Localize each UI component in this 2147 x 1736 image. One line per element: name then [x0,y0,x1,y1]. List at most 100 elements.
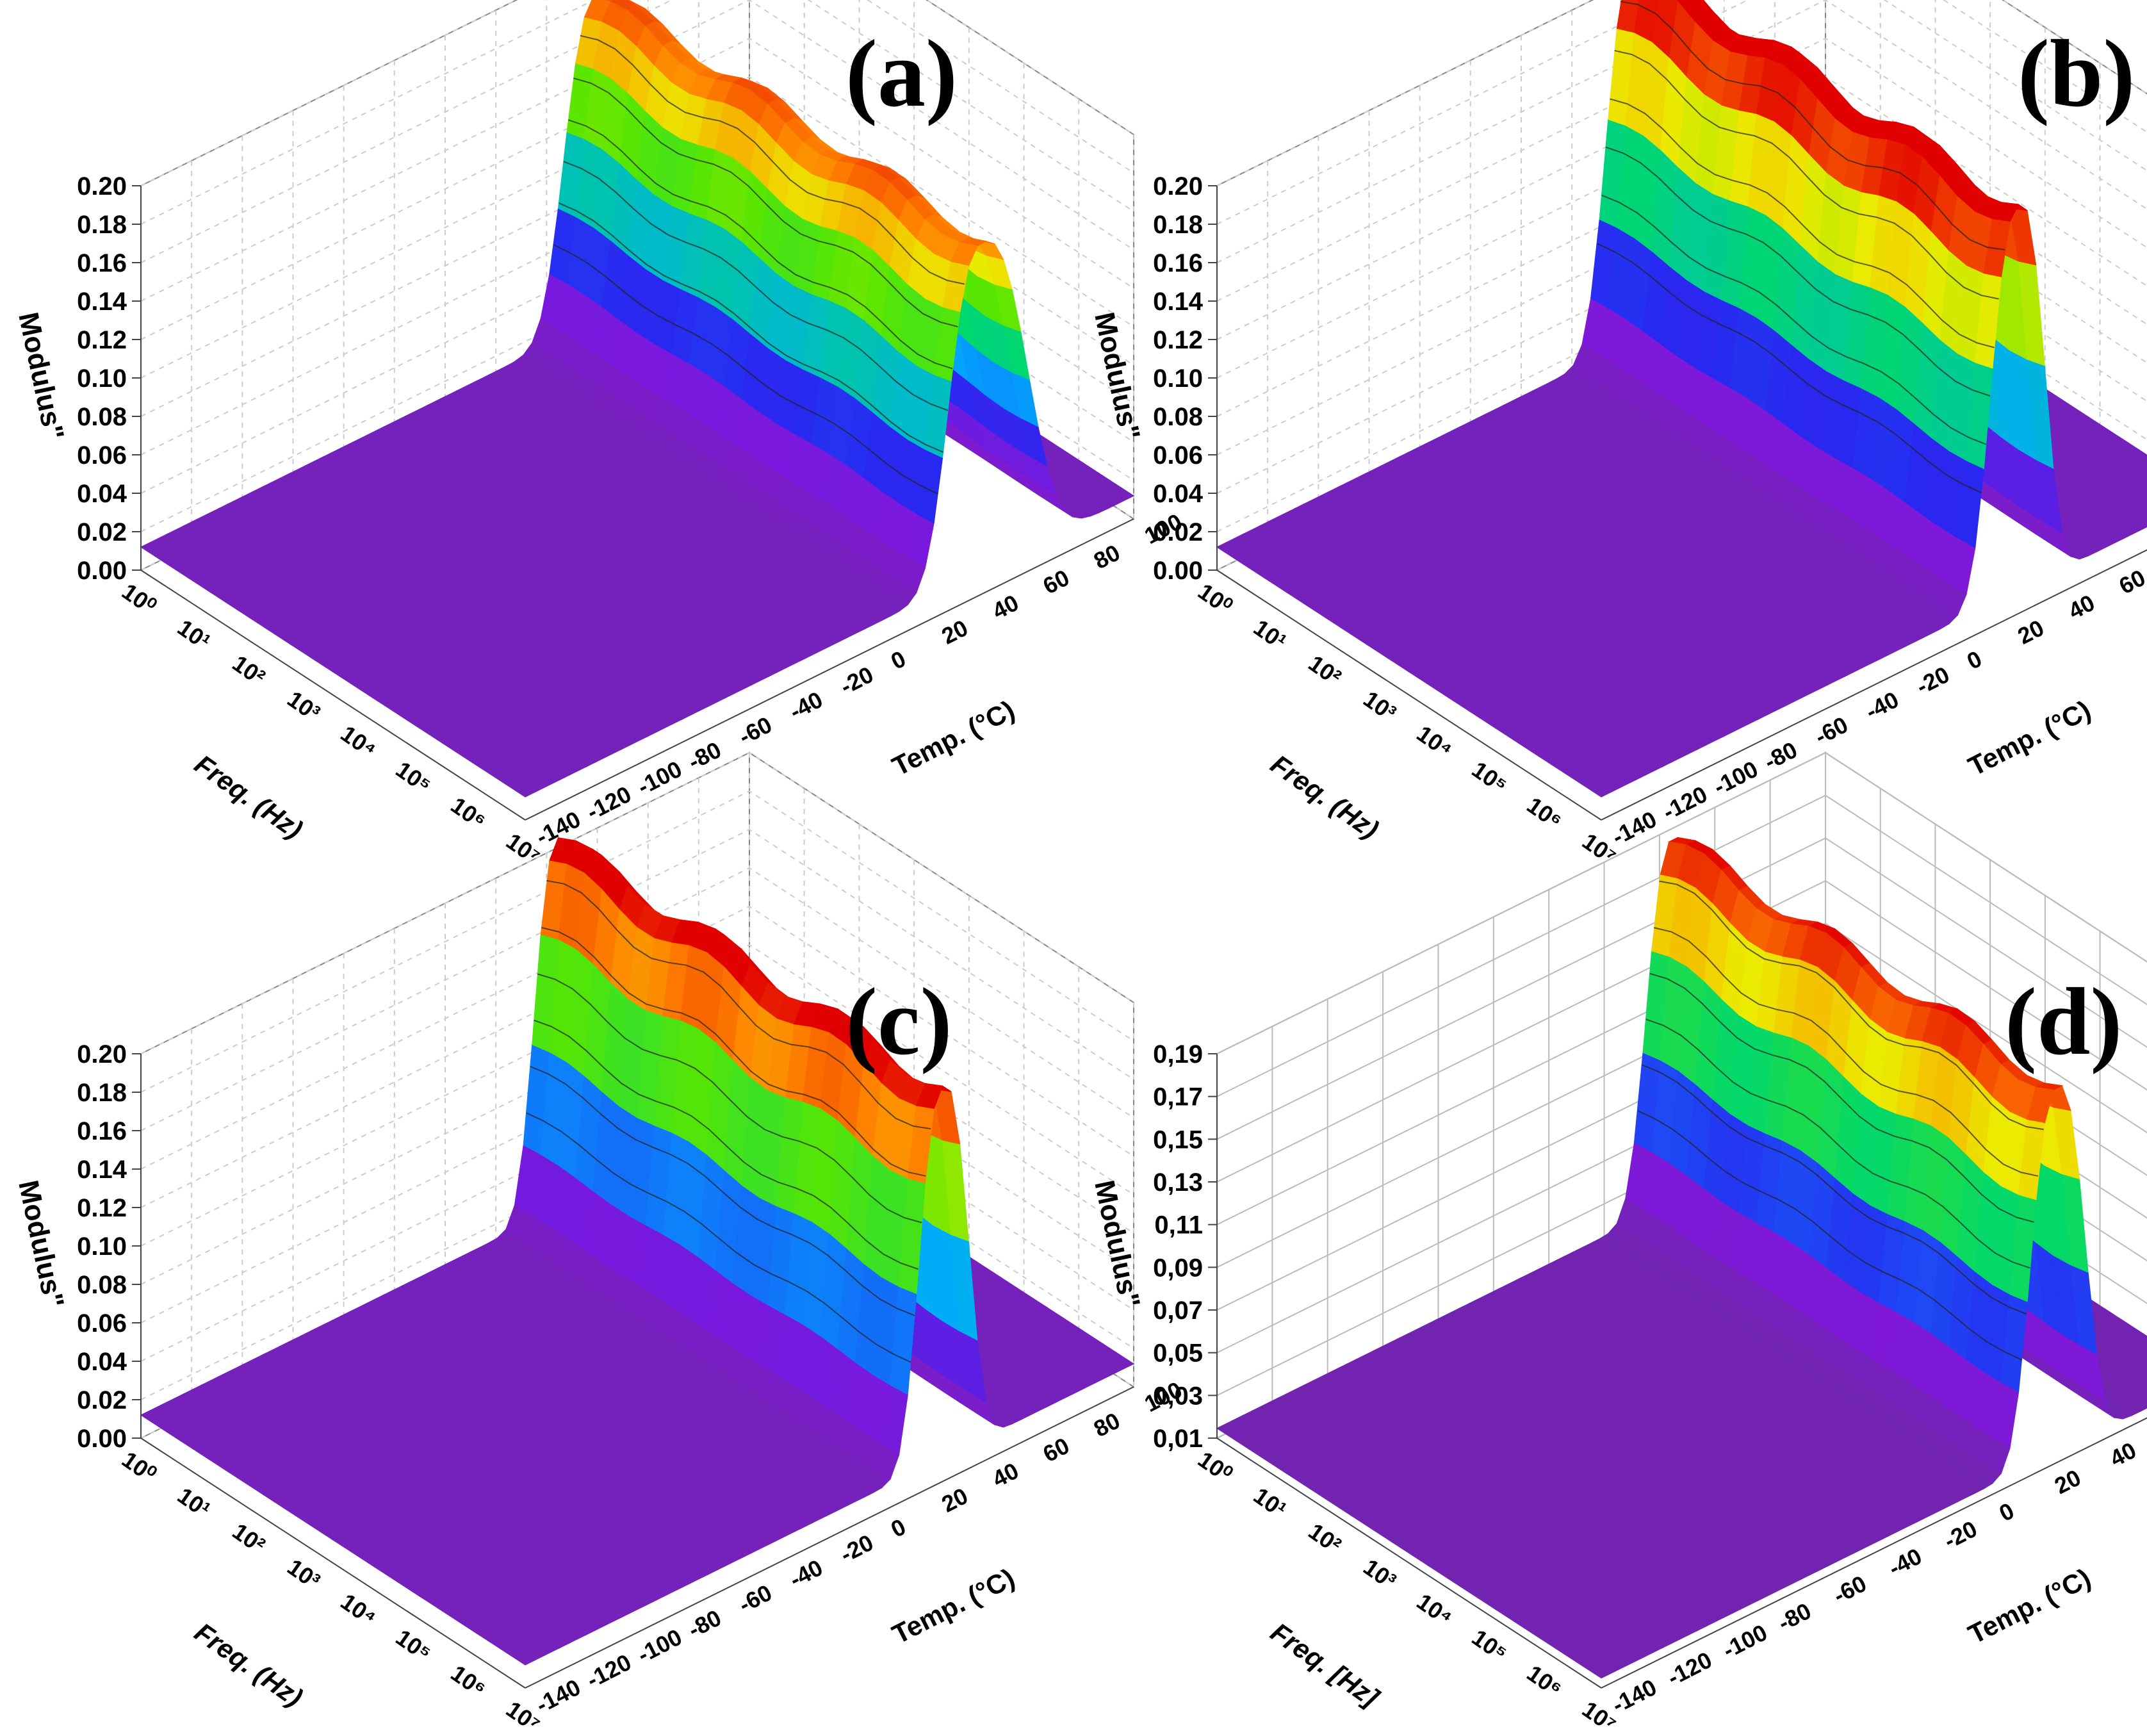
panel-1-y-tick-label: -40 [1861,686,1903,725]
panel-3-z-tick-label: 0,03 [1153,1382,1203,1410]
panel-0-y-tick-label: 60 [1039,564,1074,600]
panel-0-z-tick-label: 0.14 [77,288,127,316]
panel-3-z-tick-label: 0,05 [1153,1339,1203,1368]
panel-3-y-tick-label: -40 [1884,1543,1926,1581]
panel-0-z-axis-title: Modulus" [12,309,70,442]
panel-1-z-tick-label: 0.12 [1153,326,1203,354]
panel-3-x-tick-label: 10³ [1359,1553,1401,1594]
panel-0-z-tick-label: 0.18 [77,211,127,239]
panel-0-surface [140,0,1135,798]
panel-1-y-tick-label: 0 [1963,645,1986,675]
panel-1-z-tick-label: 0.18 [1153,211,1203,239]
panel-2-x-tick-label: 10¹ [173,1482,215,1523]
panel-0-y-tick-label: -60 [735,711,776,749]
panel-1-y-tick-label: 20 [2013,614,2048,650]
panel-0-x-tick-label: 10¹ [173,614,215,655]
panel-2-x-axis-title: Freq. (Hz) [190,1617,309,1713]
panel-2-y-tick-label: 20 [937,1482,972,1518]
panel-2-y-tick-label: -60 [735,1579,776,1617]
panel-3-z-tick-label: 0,01 [1153,1425,1203,1453]
panel-1-z-tick-label: 0.08 [1153,403,1203,431]
panel-2-z-tick-label: 0.18 [77,1079,127,1107]
panel-1-y-axis-title: Temp. (°C) [1963,694,2095,782]
panel-2-z-tick-label: 0.14 [77,1156,127,1184]
panel-3-y-tick-label: -60 [1829,1570,1870,1609]
panel-0-x-tick-label: 10⁴ [336,720,382,763]
panel-3-surface-plot: 0,01 0,03 0,05 0,07 0,09 0,11 0,13 0,15 0,17 0,19… [1088,751,2147,1736]
panel-2-z-tick-label: 0.06 [77,1309,127,1338]
panel-3-y-axis-title: Temp. (°C) [1963,1562,2095,1650]
panel-3-z-tick-label: 0,15 [1153,1126,1203,1154]
panel-2-z-axis-title: Modulus" [12,1177,70,1310]
panel-0-x-axis-title: Freq. (Hz) [190,749,309,845]
panel-2-z-tick-label: 0.12 [77,1194,127,1222]
panel-1-y-tick-label: -20 [1912,661,1954,700]
panel-2-z-tick-label: 0.04 [77,1348,127,1376]
panel-0-z-tick-label: 0.20 [77,172,127,201]
panel-3-z-tick-label: 0,09 [1153,1254,1203,1282]
panel-0-y-tick-label: -40 [785,686,827,725]
panel-3-z-axis-title: Modulus" [1088,1177,1146,1310]
panel-2-y-tick-label: 0 [886,1513,910,1543]
panel-3-y-tick-label: -80 [1774,1598,1815,1636]
panel-1-z-tick-label: 0.16 [1153,249,1203,277]
panel-2-surface [140,837,1135,1666]
panel-1-x-tick-label: 10³ [1359,685,1401,726]
panel-0-y-tick-label: 0 [886,645,910,675]
panel-1-surface-plot: 0.00 0.02 0.04 0.06 0.08 0.10 0.12 0.14 0.16 0.18… [1088,0,2147,869]
panel-2-x-tick-label: 10² [228,1518,270,1558]
panel-1-z-axis-title: Modulus" [1088,309,1146,442]
panel-2-x-tick-label: 10⁶ [446,1660,491,1702]
panel-1-z-tick-label: 0.04 [1153,480,1204,508]
panel-1-x-tick-label: 10¹ [1249,614,1291,655]
panel-3-contours [1637,880,2044,1361]
panel-3-x-axis-title: Freq. [Hz] [1266,1617,1385,1714]
panel-2-y-tick-label: -40 [785,1554,827,1593]
panel-3-y-tick-label: 40 [2105,1437,2140,1472]
panel-2-contours [526,880,931,1363]
panel-1-z-tick-label: 0.06 [1153,441,1203,470]
panel-3-x-tick-label: 10⁴ [1412,1588,1458,1631]
panel-0-z-tick-label: 0.16 [77,249,127,277]
panel-2-z-tick-label: 0.02 [77,1386,127,1414]
panel-0-x-tick-label: 10⁶ [446,792,491,834]
panel-1-x-tick-label: 10⁶ [1522,792,1567,834]
panel-3-z-tick-label: 0,11 [1154,1211,1203,1240]
panel-1-z-tick-label: 0.02 [1153,518,1203,546]
panel-1-z-tick-label: 0.10 [1153,364,1203,393]
panel-0-x-tick-label: 10² [228,650,270,690]
panel-3-z-tick-label: 0,17 [1153,1083,1203,1111]
panel-3-y-tick-label: 20 [2050,1464,2085,1500]
panel-0-y-axis-title: Temp. (°C) [887,694,1019,782]
panel-1-x-axis-title: Freq. (Hz) [1266,749,1385,845]
panel-0-z-tick-label: 0.10 [77,364,127,393]
panel-1-x-tick-label: 10² [1304,650,1346,690]
panel-2-z-tick-label: 0.10 [77,1232,127,1261]
panel-0-z-tick-label: 0.12 [77,326,127,354]
panel-0-y-tick-label: 20 [937,614,972,650]
panel-0-z-tick-label: 0.06 [77,441,127,470]
panel-3-x-tick-label: 10⁶ [1522,1660,1567,1702]
panel-0-x-tick-label: 10⁵ [391,756,436,798]
panel-1-axes [1208,185,2147,821]
panel-1-contours [1597,1,2005,494]
panel-0-x-tick-label: 10³ [282,685,325,726]
panel-3-z-tick-label: 0,19 [1153,1040,1203,1069]
panel-0-z-tick-label: 0.04 [77,480,127,508]
panel-3-x-tick-label: 10² [1304,1518,1346,1558]
panel-2-x-tick-label: 10⁵ [391,1624,436,1666]
panel-3-x-tick-label: 10¹ [1249,1482,1291,1523]
panel-0-y-tick-label: -20 [836,661,878,700]
panel-2-x-tick-label: 10³ [282,1553,325,1594]
panel-1-x-tick-label: 10⁵ [1467,756,1512,798]
panel-1-surface [1216,0,2147,798]
panel-2-y-tick-label: 40 [988,1457,1023,1493]
panel-3-letter: (d) [2005,969,2123,1075]
panel-2-z-tick-label: 0.20 [77,1040,127,1069]
panel-1-letter: (b) [2018,20,2135,127]
panel-1-y-tick-label: 60 [2115,564,2147,600]
panel-0-z-tick-label: 0.00 [77,557,127,585]
panel-0-axes [132,185,1134,821]
panel-3-x-tick-label: 10⁵ [1467,1624,1512,1666]
